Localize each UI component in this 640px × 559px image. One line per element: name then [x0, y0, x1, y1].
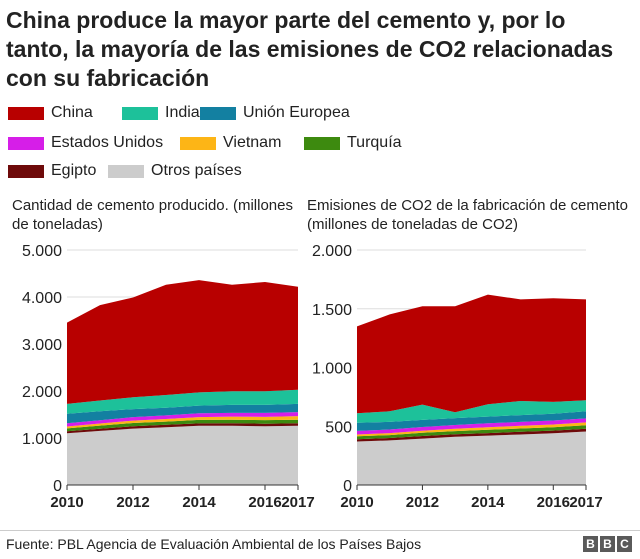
bbc-logo-letter: B	[583, 536, 598, 552]
x-tick-label: 2014	[182, 494, 216, 511]
left-panel-title: Cantidad de cemento producido. (millones…	[12, 197, 293, 233]
y-tick-label: 2.000	[312, 243, 352, 260]
area-india	[67, 389, 298, 414]
legend-item-china: China	[8, 104, 93, 122]
legend-label-union-europea: Unión Europea	[243, 104, 350, 121]
right-panel-title: Emisiones de CO2 de la fabricación de ce…	[307, 197, 629, 233]
area-turquia	[357, 425, 586, 440]
x-tick-label: 2010	[50, 494, 83, 511]
x-tick-label: 2012	[406, 494, 439, 511]
area-estados-unidos	[67, 412, 298, 427]
y-tick-label: 5.000	[22, 243, 62, 260]
bbc-logo: B B C	[583, 536, 632, 552]
chart-title: China produce la mayor parte del cemento…	[6, 7, 614, 91]
x-tick-label: 2012	[116, 494, 149, 511]
legend-swatch-otros-paises	[108, 164, 144, 178]
area-union-europea	[357, 411, 586, 431]
y-tick-label: 3.000	[22, 337, 62, 354]
area-estados-unidos	[357, 418, 586, 435]
y-tick-label: 1.000	[312, 361, 352, 378]
legend-item-india: India	[122, 104, 200, 122]
right-chart: 0 500 1.000 1.500 2.000 2010 2012 2014 2016 2017	[312, 243, 603, 511]
legend-label-china: China	[51, 104, 93, 121]
y-tick-label: 500	[325, 419, 352, 436]
legend-item-vietnam: Vietnam	[180, 134, 281, 152]
legend-label-estados-unidos: Estados Unidos	[51, 134, 164, 151]
legend-item-otros-paises: Otros países	[108, 162, 242, 180]
y-tick-label: 0	[53, 478, 62, 495]
area-china	[357, 294, 586, 414]
legend-item-turquia: Turquía	[304, 134, 402, 152]
x-tick-label: 2010	[340, 494, 373, 511]
legend-item-estados-unidos: Estados Unidos	[8, 134, 163, 152]
legend: China India Unión Europea Estados Unidos…	[8, 104, 628, 184]
left-chart: 0 1.000 2.000 3.000 4.000 5.000 2010 2012 2014 20…	[22, 243, 315, 511]
y-tick-label: 4.000	[22, 290, 62, 307]
x-tick-label: 2017	[281, 494, 314, 511]
bbc-logo-letter: B	[600, 536, 615, 552]
legend-label-otros-paises: Otros países	[151, 162, 242, 179]
legend-item-egipto: Egipto	[8, 162, 96, 180]
area-union-europea	[67, 403, 298, 424]
legend-item-union-europea: Unión Europea	[200, 104, 350, 122]
area-turquia	[67, 419, 298, 432]
area-egipto	[67, 423, 298, 434]
legend-label-india: India	[165, 104, 200, 121]
area-vietnam	[67, 416, 298, 429]
x-tick-label: 2016	[248, 494, 281, 511]
area-china	[67, 280, 298, 404]
area-otros-paises	[357, 431, 586, 485]
y-tick-label: 1.500	[312, 302, 352, 319]
legend-label-vietnam: Vietnam	[223, 134, 282, 151]
y-tick-label: 2.000	[22, 384, 62, 401]
bbc-logo-letter: C	[617, 536, 632, 552]
x-tick-label: 2016	[537, 494, 570, 511]
legend-swatch-union-europea	[200, 106, 236, 120]
legend-swatch-turquia	[304, 136, 340, 150]
legend-swatch-estados-unidos	[8, 136, 44, 150]
legend-label-turquia: Turquía	[347, 134, 402, 151]
x-tick-label: 2014	[471, 494, 505, 511]
footer-divider	[0, 530, 640, 531]
legend-swatch-india	[122, 106, 158, 120]
x-tick-label: 2017	[569, 494, 602, 511]
area-egipto	[357, 428, 586, 442]
area-vietnam	[357, 422, 586, 437]
legend-swatch-egipto	[8, 164, 44, 178]
source-note: Fuente: PBL Agencia de Evaluación Ambien…	[6, 536, 422, 552]
y-tick-label: 0	[343, 478, 352, 495]
area-otros-paises	[67, 425, 298, 485]
legend-label-egipto: Egipto	[51, 162, 97, 179]
legend-swatch-china	[8, 106, 44, 120]
y-tick-label: 1.000	[22, 431, 62, 448]
area-india	[357, 400, 586, 423]
legend-swatch-vietnam	[180, 136, 216, 150]
